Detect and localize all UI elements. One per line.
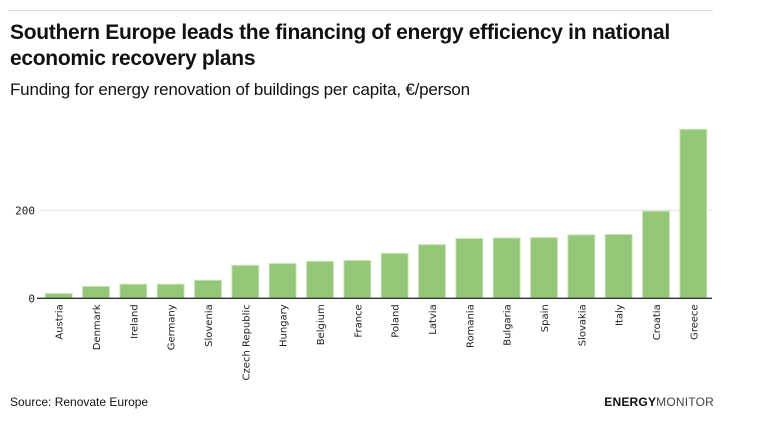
x-tick-label: France [353, 304, 364, 337]
bar-slovakia [567, 234, 596, 299]
x-tick-label: Ireland [129, 304, 140, 339]
bar-italy [604, 233, 633, 299]
bar-romania [455, 237, 484, 299]
brand-light: MONITOR [656, 395, 714, 409]
bar-greece [679, 128, 708, 299]
bar-france [343, 259, 372, 299]
bar-denmark [82, 285, 110, 299]
chart-subtitle: Funding for energy renovation of buildin… [10, 80, 470, 99]
bar-ireland [119, 283, 148, 299]
bar-germany [156, 283, 185, 299]
bar-austria [44, 292, 73, 299]
y-tick-label: 0 [28, 292, 35, 305]
brand-bold: ENERGY [604, 395, 657, 409]
x-axis-labels: Austria Denmark Ireland Germany Slovenia Czec… [55, 304, 701, 380]
x-tick-label: Belgium [316, 304, 327, 345]
x-tick-label: Latvia [428, 304, 439, 334]
x-tick-label: Denmark [92, 304, 103, 350]
x-tick-label: Czech Republic [241, 304, 252, 380]
bars [44, 128, 708, 299]
x-tick-label: Slovakia [577, 304, 588, 346]
x-tick-label: Austria [55, 304, 66, 339]
bar-czech-republic [231, 264, 260, 299]
x-tick-label: Hungary [279, 304, 290, 347]
x-tick-label: Croatia [652, 304, 663, 340]
bar-spain [530, 237, 558, 299]
x-tick-label: Poland [391, 304, 402, 337]
y-tick-label: 200 [15, 204, 35, 217]
x-tick-label: Germany [167, 304, 178, 350]
bar-slovenia [194, 279, 222, 299]
x-tick-label: Greece [689, 304, 700, 340]
y-axis-ticks: 0 200 [15, 204, 35, 305]
x-tick-label: Bulgaria [503, 304, 514, 345]
x-tick-label: Romania [465, 304, 476, 348]
bar-croatia [642, 210, 670, 299]
chart-title: Southern Europe leads the financing of e… [10, 21, 670, 70]
x-tick-label: Slovenia [204, 304, 215, 347]
x-tick-label: Italy [615, 304, 626, 326]
top-divider [8, 10, 713, 11]
x-tick-label: Spain [540, 304, 551, 332]
bar-poland [380, 252, 409, 299]
brand-logo: ENERGYMONITOR [604, 395, 714, 409]
bar-latvia [418, 244, 446, 299]
bar-bulgaria [492, 237, 521, 299]
bar-belgium [306, 260, 334, 299]
bar-hungary [268, 263, 297, 299]
source-note: Source: Renovate Europe [10, 395, 149, 409]
